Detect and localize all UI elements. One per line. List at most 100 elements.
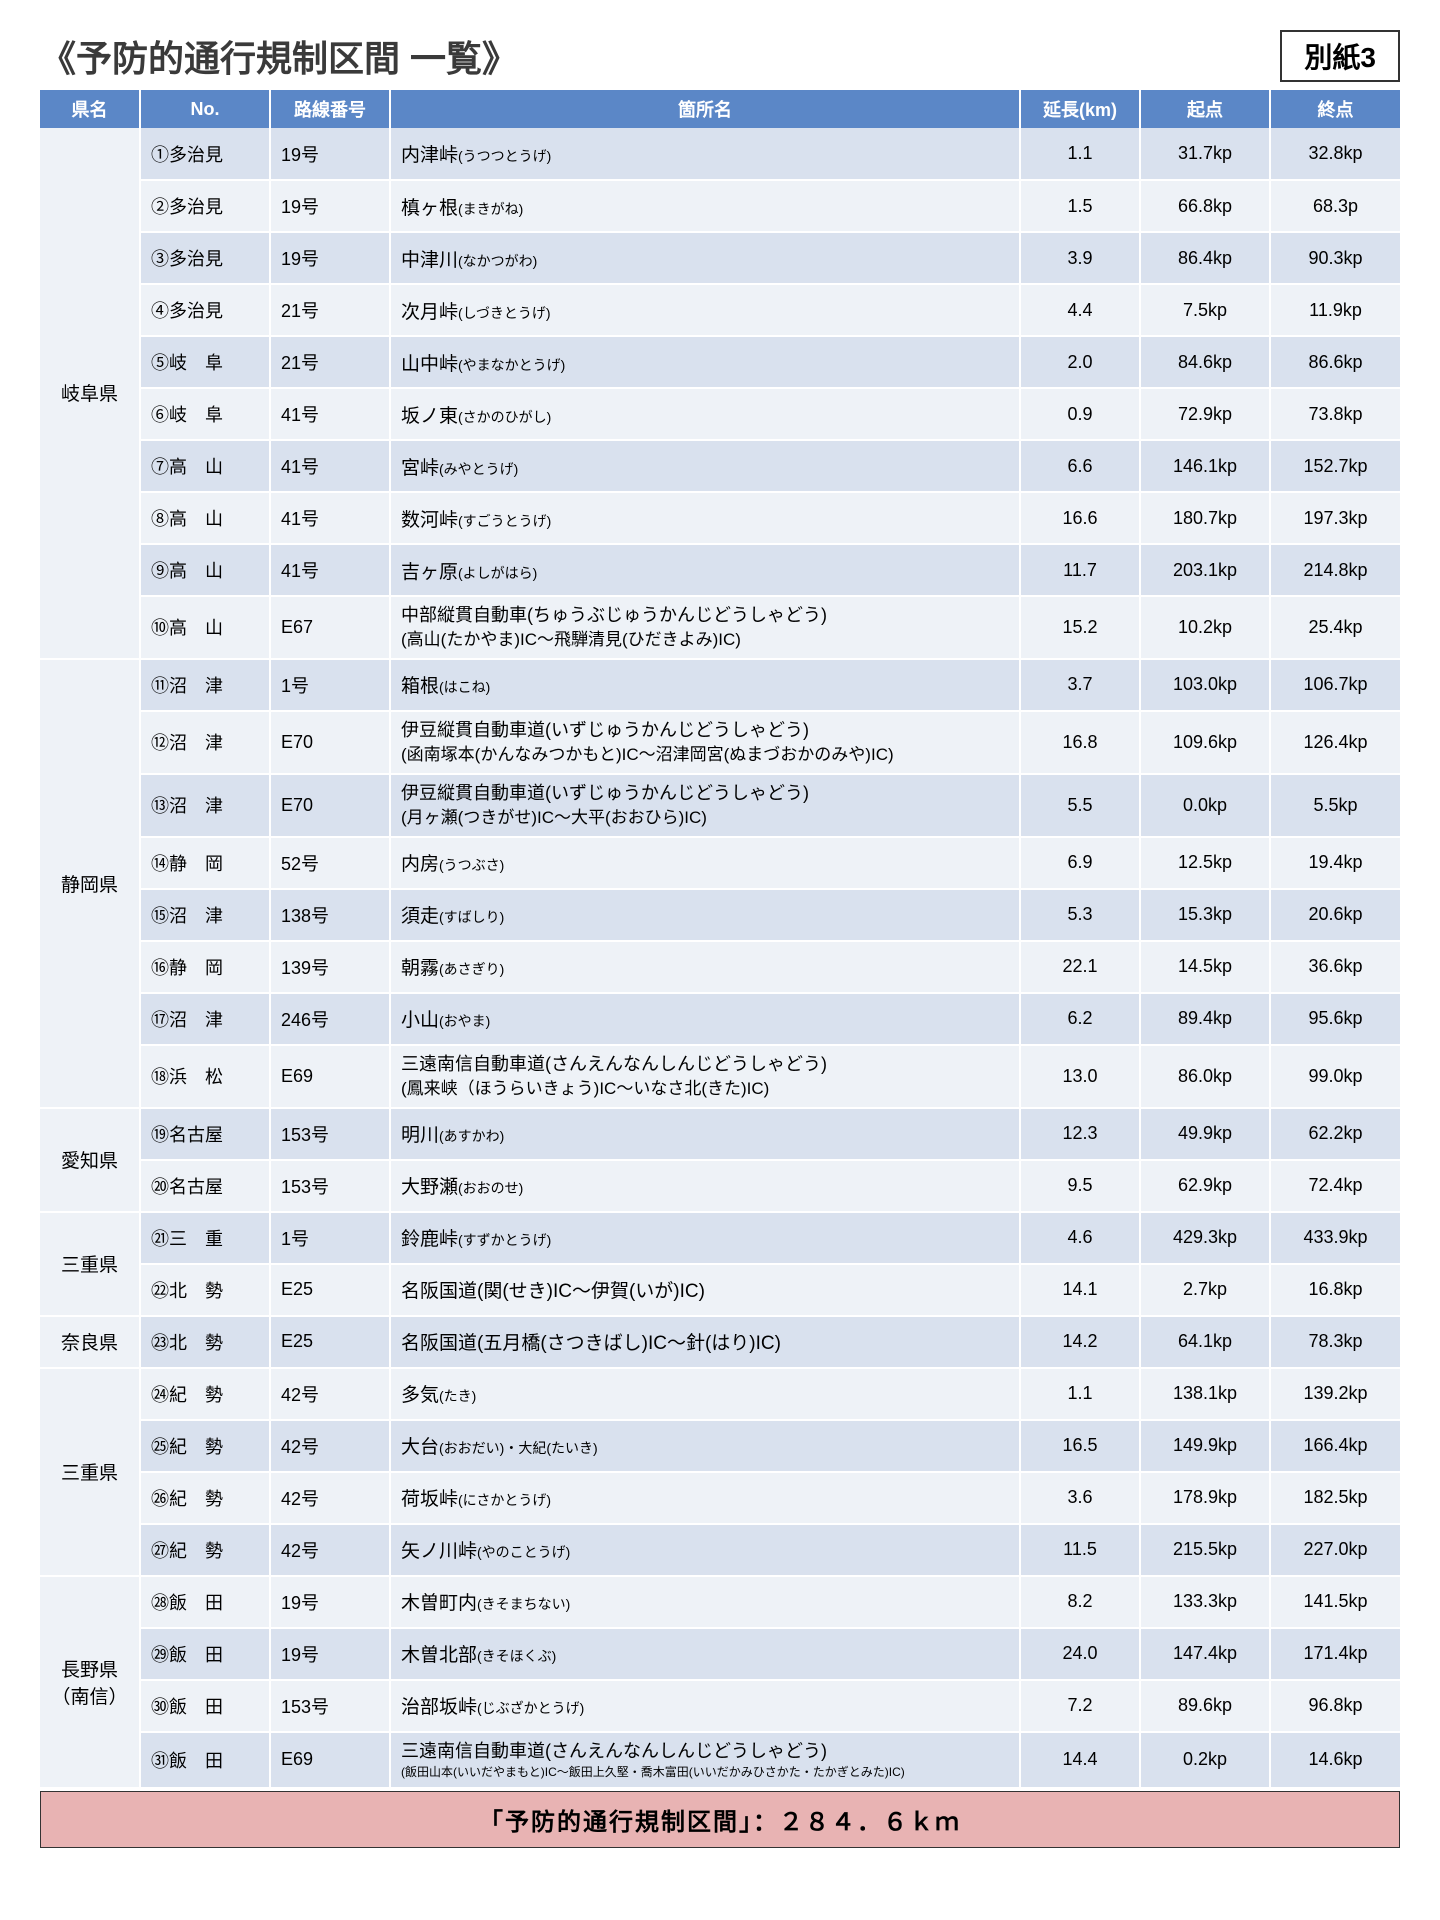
route-cell: E70: [270, 711, 390, 774]
route-cell: 42号: [270, 1368, 390, 1420]
end-cell: 68.3p: [1270, 180, 1400, 232]
end-cell: 96.8kp: [1270, 1680, 1400, 1732]
end-cell: 141.5kp: [1270, 1576, 1400, 1628]
table-row: ㉙飯 田19号木曽北部(きそほくぶ)24.0147.4kp171.4kp: [40, 1628, 1400, 1680]
no-cell: ㉖紀 勢: [140, 1472, 270, 1524]
name-cell: 木曽北部(きそほくぶ): [390, 1628, 1020, 1680]
no-cell: ㉕紀 勢: [140, 1420, 270, 1472]
start-cell: 109.6kp: [1140, 711, 1270, 774]
len-cell: 3.7: [1020, 659, 1140, 711]
start-cell: 14.5kp: [1140, 941, 1270, 993]
name-cell: 多気(たき): [390, 1368, 1020, 1420]
col-end: 終点: [1270, 90, 1400, 128]
start-cell: 86.0kp: [1140, 1045, 1270, 1108]
name-cell: 朝霧(あさぎり): [390, 941, 1020, 993]
no-cell: ⑱浜 松: [140, 1045, 270, 1108]
end-cell: 5.5kp: [1270, 774, 1400, 837]
table-row: ⑤岐 阜21号山中峠(やまなかとうげ)2.084.6kp86.6kp: [40, 336, 1400, 388]
no-cell: ㉑三 重: [140, 1212, 270, 1264]
route-cell: 41号: [270, 492, 390, 544]
route-cell: 153号: [270, 1108, 390, 1160]
start-cell: 103.0kp: [1140, 659, 1270, 711]
name-cell: 鈴鹿峠(すずかとうげ): [390, 1212, 1020, 1264]
name-cell: 三遠南信自動車道(さんえんなんしんじどうしゃどう)(鳳来峡（ほうらいきょう)IC…: [390, 1045, 1020, 1108]
end-cell: 99.0kp: [1270, 1045, 1400, 1108]
name-cell: 伊豆縦貫自動車道(いずじゅうかんじどうしゃどう)(函南塚本(かんなみつかもと)I…: [390, 711, 1020, 774]
table-row: ②多治見19号槙ヶ根(まきがね)1.566.8kp68.3p: [40, 180, 1400, 232]
len-cell: 3.9: [1020, 232, 1140, 284]
end-cell: 214.8kp: [1270, 544, 1400, 596]
route-cell: 19号: [270, 180, 390, 232]
start-cell: 72.9kp: [1140, 388, 1270, 440]
len-cell: 22.1: [1020, 941, 1140, 993]
no-cell: ㉙飯 田: [140, 1628, 270, 1680]
name-cell: 大台(おおだい)・大紀(たいき): [390, 1420, 1020, 1472]
no-cell: ⑨高 山: [140, 544, 270, 596]
no-cell: ㉘飯 田: [140, 1576, 270, 1628]
len-cell: 14.1: [1020, 1264, 1140, 1316]
name-cell: 数河峠(すごうとうげ): [390, 492, 1020, 544]
no-cell: ⑰沼 津: [140, 993, 270, 1045]
name-cell: 吉ヶ原(よしがはら): [390, 544, 1020, 596]
no-cell: ⑧高 山: [140, 492, 270, 544]
no-cell: ④多治見: [140, 284, 270, 336]
end-cell: 95.6kp: [1270, 993, 1400, 1045]
len-cell: 1.1: [1020, 1368, 1140, 1420]
route-cell: 138号: [270, 889, 390, 941]
end-cell: 78.3kp: [1270, 1316, 1400, 1368]
len-cell: 3.6: [1020, 1472, 1140, 1524]
name-cell: 内房(うつぶさ): [390, 837, 1020, 889]
table-row: ⑫沼 津E70伊豆縦貫自動車道(いずじゅうかんじどうしゃどう)(函南塚本(かんな…: [40, 711, 1400, 774]
page-title: 《予防的通行規制区間 一覧》: [40, 30, 518, 82]
table-row: 奈良県㉓北 勢E25名阪国道(五月橋(さつきばし)IC～針(はり)IC)14.2…: [40, 1316, 1400, 1368]
table-row: ⑧高 山41号数河峠(すごうとうげ)16.6180.7kp197.3kp: [40, 492, 1400, 544]
len-cell: 5.3: [1020, 889, 1140, 941]
name-cell: 伊豆縦貫自動車道(いずじゅうかんじどうしゃどう)(月ヶ瀬(つきがせ)IC～大平(…: [390, 774, 1020, 837]
len-cell: 1.5: [1020, 180, 1140, 232]
table-row: ⑰沼 津246号小山(おやま)6.289.4kp95.6kp: [40, 993, 1400, 1045]
start-cell: 203.1kp: [1140, 544, 1270, 596]
start-cell: 31.7kp: [1140, 128, 1270, 180]
route-cell: 52号: [270, 837, 390, 889]
no-cell: ⑲名古屋: [140, 1108, 270, 1160]
name-cell: 山中峠(やまなかとうげ): [390, 336, 1020, 388]
name-cell: 須走(すばしり): [390, 889, 1020, 941]
name-cell: 治部坂峠(じぶざかとうげ): [390, 1680, 1020, 1732]
start-cell: 180.7kp: [1140, 492, 1270, 544]
end-cell: 106.7kp: [1270, 659, 1400, 711]
start-cell: 149.9kp: [1140, 1420, 1270, 1472]
table-row: 愛知県⑲名古屋153号明川(あすかわ)12.349.9kp62.2kp: [40, 1108, 1400, 1160]
len-cell: 6.6: [1020, 440, 1140, 492]
start-cell: 15.3kp: [1140, 889, 1270, 941]
len-cell: 6.9: [1020, 837, 1140, 889]
route-cell: E25: [270, 1316, 390, 1368]
table-row: ⑥岐 阜41号坂ノ東(さかのひがし)0.972.9kp73.8kp: [40, 388, 1400, 440]
pref-cell: 三重県: [40, 1212, 140, 1316]
len-cell: 4.6: [1020, 1212, 1140, 1264]
no-cell: ㉓北 勢: [140, 1316, 270, 1368]
start-cell: 84.6kp: [1140, 336, 1270, 388]
table-row: ⑮沼 津138号須走(すばしり)5.315.3kp20.6kp: [40, 889, 1400, 941]
table-row: ⑨高 山41号吉ヶ原(よしがはら)11.7203.1kp214.8kp: [40, 544, 1400, 596]
route-cell: E70: [270, 774, 390, 837]
total-row: 「予防的通行規制区間」：２８４．６ｋｍ: [40, 1791, 1400, 1848]
len-cell: 4.4: [1020, 284, 1140, 336]
attachment-badge: 別紙3: [1280, 30, 1400, 82]
route-cell: 1号: [270, 1212, 390, 1264]
start-cell: 133.3kp: [1140, 1576, 1270, 1628]
table-row: ③多治見19号中津川(なかつがわ)3.986.4kp90.3kp: [40, 232, 1400, 284]
table-row: ④多治見21号次月峠(しづきとうげ)4.47.5kp11.9kp: [40, 284, 1400, 336]
start-cell: 0.2kp: [1140, 1732, 1270, 1788]
route-cell: E25: [270, 1264, 390, 1316]
route-cell: 41号: [270, 544, 390, 596]
start-cell: 138.1kp: [1140, 1368, 1270, 1420]
len-cell: 16.6: [1020, 492, 1140, 544]
no-cell: ㉒北 勢: [140, 1264, 270, 1316]
table-row: ㉒北 勢E25名阪国道(関(せき)IC～伊賀(いが)IC)14.12.7kp16…: [40, 1264, 1400, 1316]
table-row: ㉖紀 勢42号荷坂峠(にさかとうげ)3.6178.9kp182.5kp: [40, 1472, 1400, 1524]
end-cell: 36.6kp: [1270, 941, 1400, 993]
pref-cell: 岐阜県: [40, 128, 140, 659]
start-cell: 62.9kp: [1140, 1160, 1270, 1212]
len-cell: 16.5: [1020, 1420, 1140, 1472]
start-cell: 89.6kp: [1140, 1680, 1270, 1732]
